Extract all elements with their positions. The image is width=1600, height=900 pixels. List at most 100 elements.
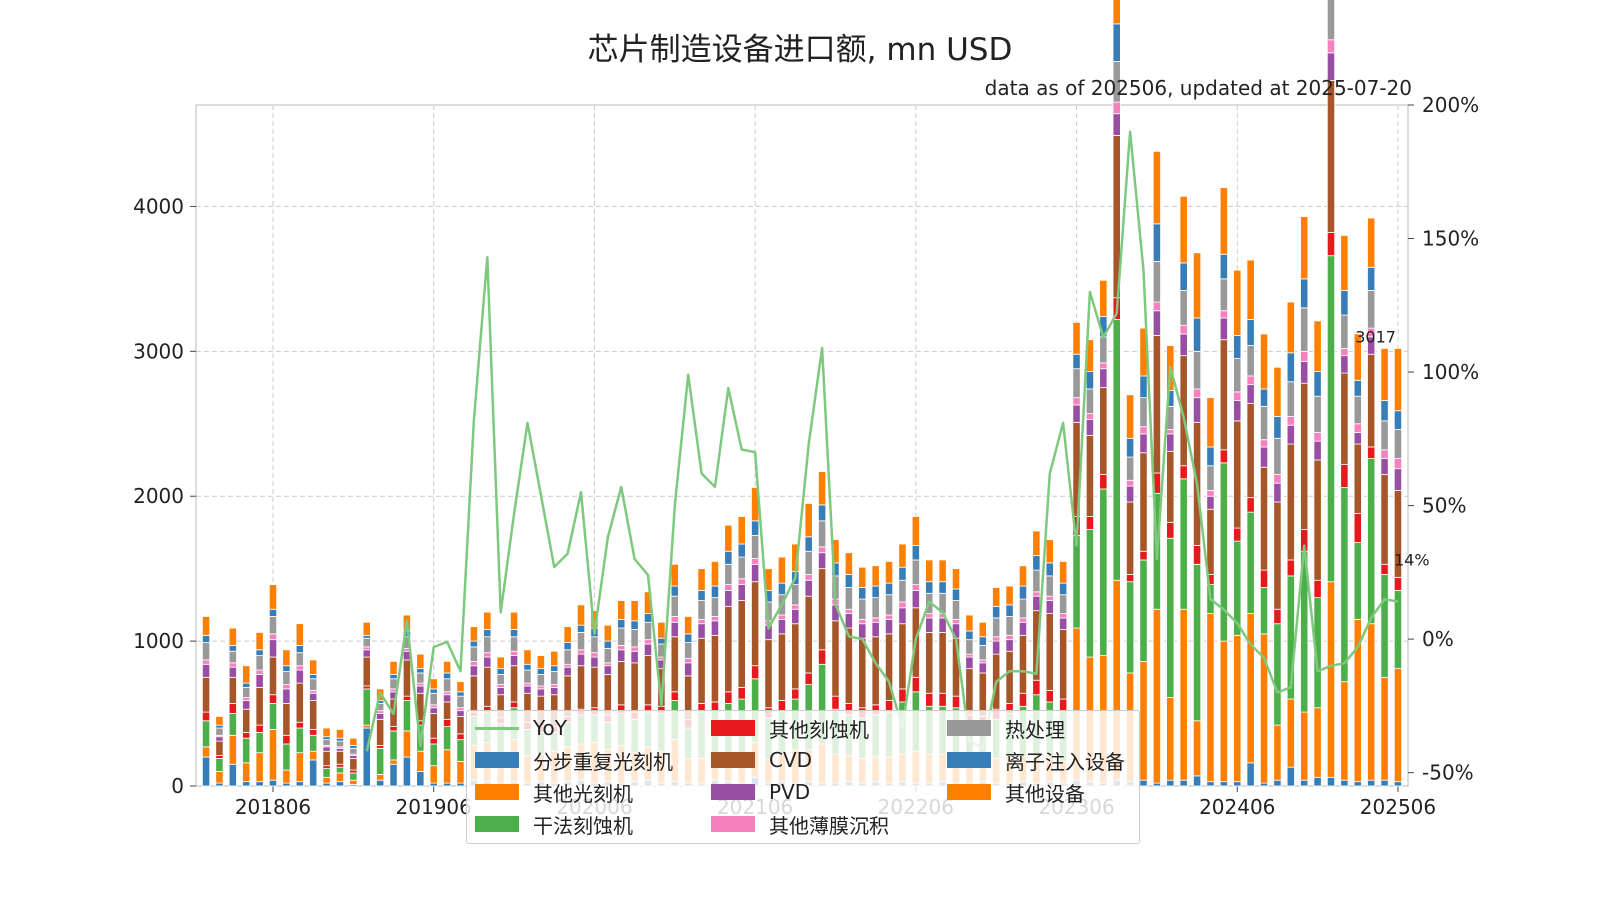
bar-segment bbox=[1152, 782, 1161, 787]
bar-segment bbox=[536, 688, 545, 697]
bar-segment bbox=[322, 776, 331, 784]
bar-segment bbox=[1126, 479, 1135, 487]
legend-label: 其他薄膜沉积 bbox=[769, 813, 889, 838]
bar-segment bbox=[630, 629, 639, 648]
bar-segment bbox=[1273, 608, 1282, 625]
bar-segment bbox=[938, 581, 947, 594]
bar-segment bbox=[309, 750, 318, 761]
bar-segment bbox=[1139, 559, 1148, 662]
bar-segment bbox=[791, 608, 800, 625]
bar-segment bbox=[710, 616, 720, 622]
bar-segment bbox=[992, 640, 1001, 655]
bar-segment bbox=[469, 646, 478, 662]
bar-segment bbox=[322, 727, 331, 738]
bar-segment bbox=[1300, 779, 1309, 787]
bar-segment bbox=[215, 727, 224, 736]
bar-segment bbox=[1219, 449, 1228, 464]
bar-segment bbox=[670, 563, 679, 587]
bar-segment bbox=[1099, 336, 1108, 364]
bar-segment bbox=[1380, 474, 1389, 565]
bar-segment bbox=[992, 587, 1001, 607]
bar-segment bbox=[777, 614, 786, 620]
bar-segment bbox=[563, 649, 572, 665]
bar-segment bbox=[1085, 434, 1095, 517]
bar-segment bbox=[1085, 419, 1095, 436]
bar-segment bbox=[1192, 563, 1202, 722]
legend-label: 其他设备 bbox=[1005, 781, 1085, 806]
bar-segment bbox=[617, 649, 626, 662]
bar-segment bbox=[1300, 350, 1309, 362]
bar-segment bbox=[1313, 432, 1322, 442]
bar-segment bbox=[536, 668, 545, 675]
bar-segment bbox=[1246, 613, 1255, 764]
bar-segment bbox=[1032, 569, 1041, 593]
bar-segment bbox=[268, 656, 278, 696]
bar-segment bbox=[898, 623, 907, 690]
bar-segment bbox=[402, 756, 412, 787]
legend-item: 干法刻蚀机 bbox=[475, 809, 633, 839]
bar-segment bbox=[228, 662, 237, 668]
legend-swatch bbox=[711, 816, 755, 832]
bar-segment bbox=[670, 621, 679, 638]
bar-segment bbox=[456, 716, 465, 735]
bar-segment bbox=[201, 720, 211, 748]
bar-segment bbox=[349, 745, 358, 749]
bar-segment bbox=[295, 669, 304, 684]
bar-segment bbox=[1085, 413, 1095, 420]
bar-segment bbox=[268, 779, 278, 787]
bar-segment bbox=[1259, 405, 1269, 441]
bar-segment bbox=[1072, 353, 1081, 370]
legend-label: 离子注入设备 bbox=[1005, 749, 1125, 774]
bar-segment bbox=[911, 516, 920, 546]
bar-segment bbox=[1126, 394, 1135, 439]
bar-segment bbox=[590, 636, 599, 654]
bar-segment bbox=[1393, 429, 1403, 459]
bar-segment bbox=[550, 650, 559, 667]
bar-segment bbox=[429, 737, 438, 745]
bar-segment bbox=[1326, 79, 1336, 233]
bar-segment bbox=[925, 581, 934, 594]
bar-segment bbox=[777, 556, 786, 584]
bar-segment bbox=[469, 640, 478, 648]
bar-segment bbox=[1045, 539, 1054, 564]
bar-segment bbox=[1326, 776, 1336, 787]
bar-segment bbox=[992, 605, 1001, 619]
bar-segment bbox=[322, 739, 331, 746]
bar-segment bbox=[215, 771, 224, 784]
bar-segment bbox=[201, 676, 211, 713]
bar-segment bbox=[1045, 689, 1054, 703]
bar-segment bbox=[630, 646, 639, 652]
y2-tick-label: 50% bbox=[1422, 494, 1466, 518]
bar-segment bbox=[1192, 350, 1202, 390]
bar-segment bbox=[737, 543, 746, 558]
bar-segment bbox=[1179, 324, 1188, 335]
bar-segment bbox=[1206, 397, 1215, 448]
bar-segment bbox=[1059, 594, 1068, 614]
plot-area bbox=[195, 104, 1409, 787]
bar-segment bbox=[670, 691, 679, 701]
bar-segment bbox=[550, 684, 559, 688]
bar-segment bbox=[965, 653, 974, 658]
bar-segment bbox=[309, 674, 318, 680]
bar-segment bbox=[416, 653, 425, 670]
bar-segment bbox=[630, 620, 639, 630]
bar-segment bbox=[791, 623, 800, 690]
bar-segment bbox=[697, 589, 706, 601]
bar-segment bbox=[1139, 397, 1148, 428]
x-tick-label: 202406 bbox=[1199, 795, 1275, 819]
bar-segment bbox=[228, 650, 237, 664]
bar-segment bbox=[938, 632, 947, 694]
bar-segment bbox=[858, 587, 867, 600]
bar-segment bbox=[469, 665, 478, 677]
bar-segment bbox=[657, 621, 666, 639]
bar-segment bbox=[496, 674, 505, 685]
y-tick-label: 2000 bbox=[133, 484, 184, 508]
bar-segment bbox=[242, 781, 251, 787]
legend-item: 其他刻蚀机 bbox=[711, 713, 869, 743]
bar-segment bbox=[483, 652, 492, 658]
bar-segment bbox=[831, 620, 840, 697]
bar-segment bbox=[389, 660, 398, 675]
bar-segment bbox=[1206, 508, 1215, 575]
bar-segment bbox=[1152, 223, 1161, 262]
bar-segment bbox=[309, 700, 318, 730]
